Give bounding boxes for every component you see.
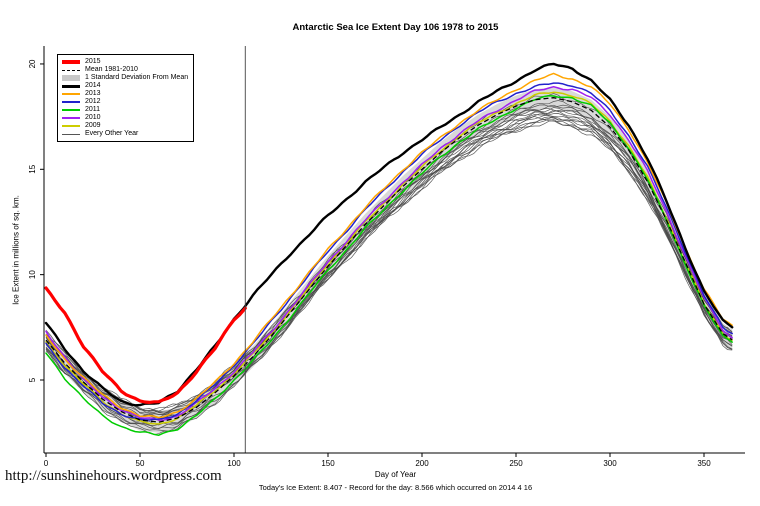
series-2013	[45, 72, 733, 419]
y-axis-label: Ice Extent in millions of sq. km.	[11, 195, 21, 305]
series-2011	[45, 95, 733, 436]
x-axis-label: Day of Year	[374, 470, 417, 479]
legend-item-2010: 2010	[62, 114, 188, 122]
legend-swatch-line	[62, 84, 80, 88]
legend-item-2015: 2015	[62, 58, 188, 66]
x-tick-label: 0	[44, 459, 49, 468]
year-line-2000	[45, 104, 733, 435]
legend-item-mean-1981-2010: Mean 1981-2010	[62, 66, 188, 74]
x-tick-label: 50	[136, 459, 145, 468]
site-url[interactable]: http://sunshinehours.wordpress.com	[5, 468, 222, 484]
legend-item-2012: 2012	[62, 98, 188, 106]
x-tick-label: 100	[227, 459, 241, 468]
year-line-1988	[45, 107, 733, 415]
legend-swatch-line	[62, 117, 80, 119]
series-2015	[44, 286, 247, 404]
legend-label: Every Other Year	[85, 130, 139, 137]
year-line-2006	[45, 108, 733, 430]
legend-label: 2014	[85, 82, 101, 89]
legend-item-1-standard-deviation-from-mean: 1 Standard Deviation From Mean	[62, 74, 188, 82]
legend-swatch-line	[62, 133, 80, 135]
legend-item-2009: 2009	[62, 122, 188, 130]
chart-title: Antarctic Sea Ice Extent Day 106 1978 to…	[292, 22, 499, 33]
status-line: Today's Ice Extent: 8.407 - Record for t…	[258, 483, 533, 492]
y-tick-label: 5	[28, 377, 37, 382]
legend-label: 2012	[85, 98, 101, 105]
legend-label: Mean 1981-2010	[85, 66, 138, 73]
year-line-1996	[45, 115, 733, 426]
series-2012	[45, 82, 733, 421]
legend: 2015 Mean 1981-2010 1 Standard Deviation F…	[57, 54, 195, 142]
legend-swatch-line	[62, 101, 80, 103]
legend-swatch-line	[62, 109, 80, 111]
legend-label: 1 Standard Deviation From Mean	[85, 74, 189, 81]
legend-label: 2015	[85, 58, 101, 65]
y-tick-label: 10	[28, 270, 37, 279]
series-2010	[45, 85, 733, 421]
legend-label: 2010	[85, 114, 101, 121]
x-tick-label: 250	[509, 459, 523, 468]
legend-swatch-line	[62, 125, 80, 127]
series-layer	[44, 62, 734, 436]
legend-swatch-line	[62, 60, 80, 64]
legend-swatch-line	[62, 93, 80, 95]
y-tick-label: 15	[28, 164, 37, 173]
x-tick-label: 150	[321, 459, 335, 468]
legend-item-2011: 2011	[62, 106, 188, 114]
legend-swatch-dashed	[62, 69, 80, 71]
x-tick-label: 200	[415, 459, 429, 468]
x-tick-label: 300	[603, 459, 617, 468]
legend-item-every-other-year: Every Other Year	[62, 130, 188, 138]
legend-label: 2011	[85, 106, 101, 113]
legend-label: 2013	[85, 90, 101, 97]
y-tick-label: 20	[28, 59, 37, 68]
year-line-1982	[45, 104, 733, 412]
legend-item-2014: 2014	[62, 82, 188, 90]
series-mean-1981-2010	[45, 97, 733, 423]
x-tick-label: 350	[697, 459, 711, 468]
legend-label: 2009	[85, 122, 101, 129]
legend-item-2013: 2013	[62, 90, 188, 98]
legend-swatch-box	[62, 75, 80, 81]
